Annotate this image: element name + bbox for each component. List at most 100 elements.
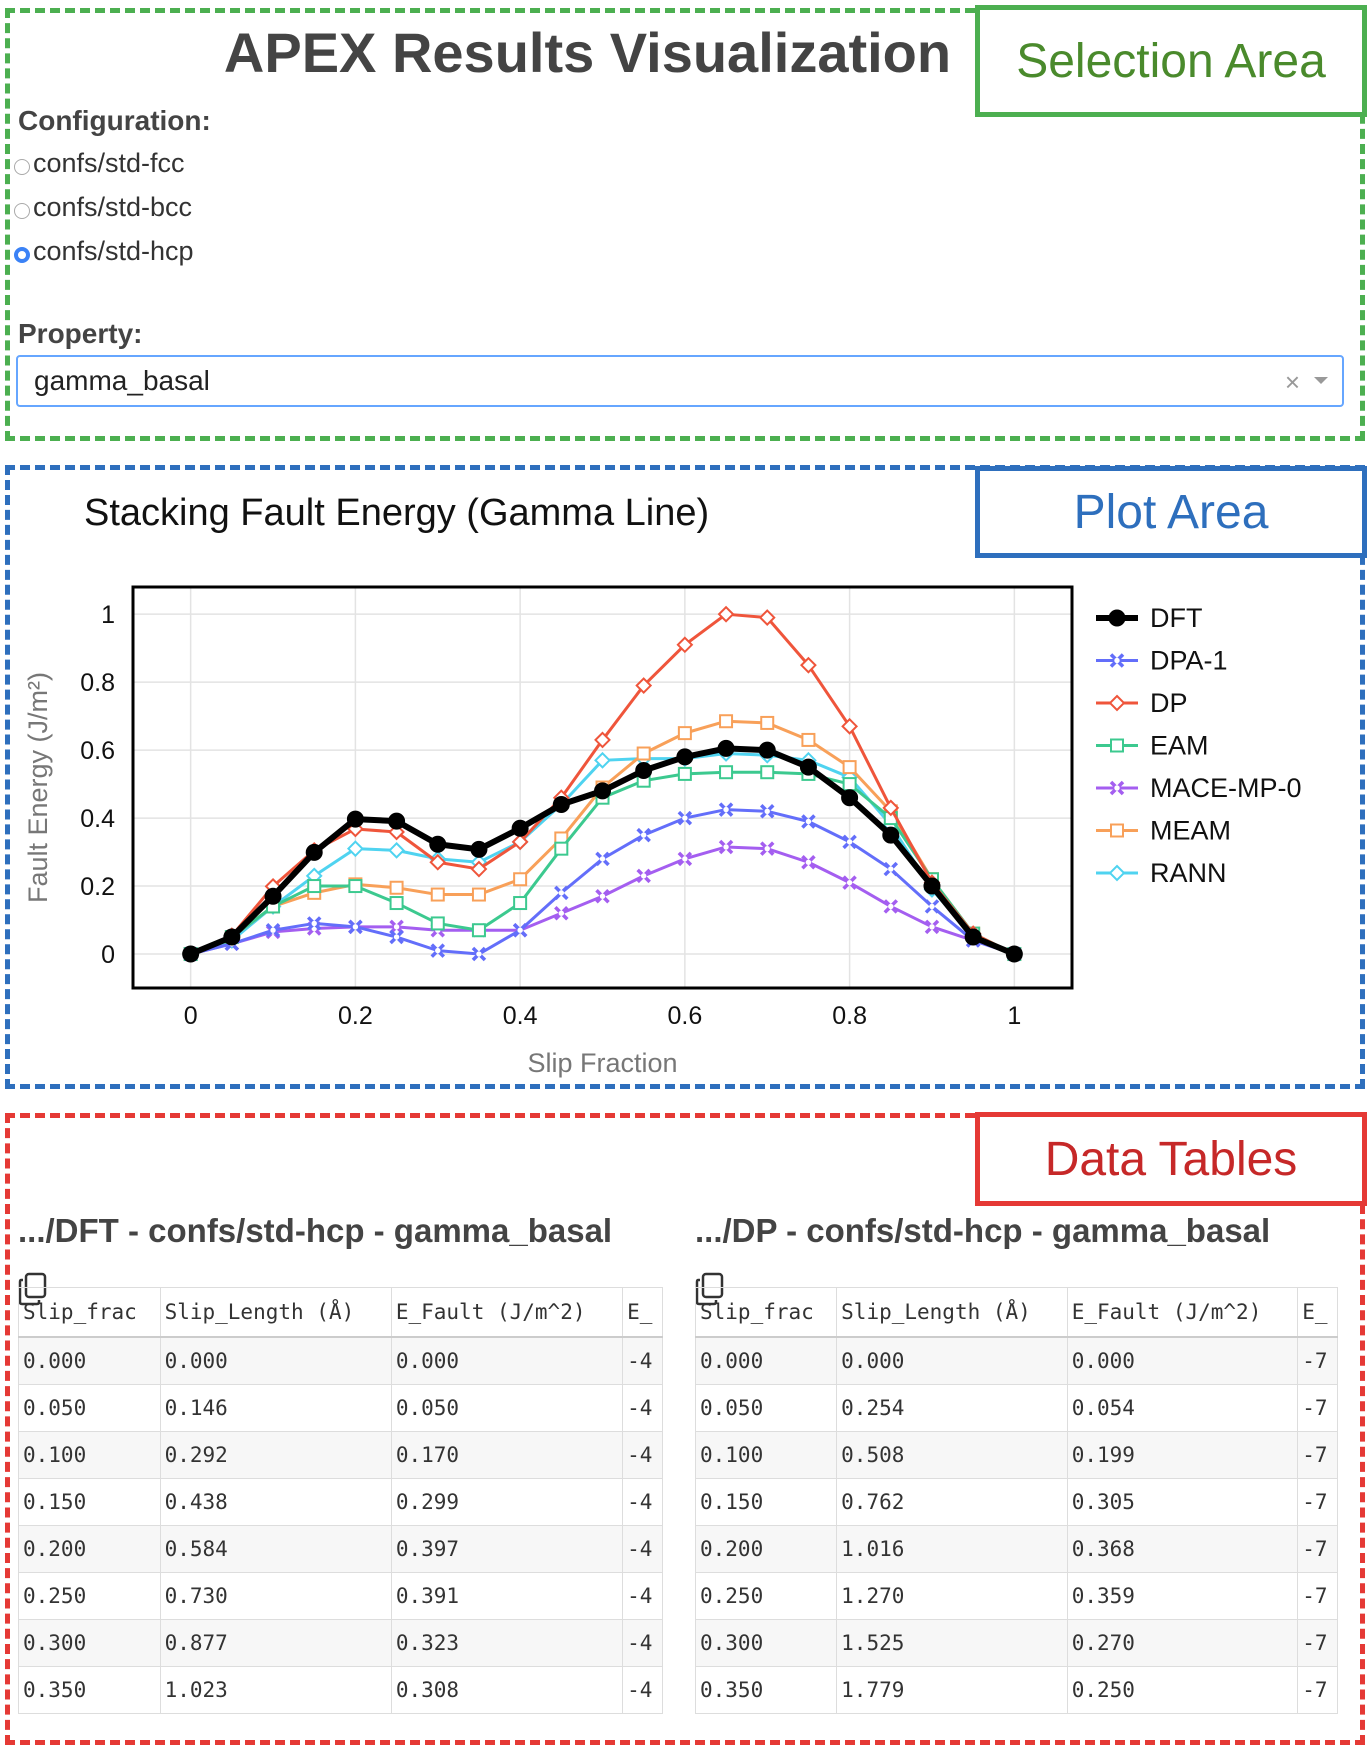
table-cell: 0.391 [390,1572,624,1620]
y-tick-label: 0 [101,941,115,969]
x-marker-center [476,951,482,957]
x-marker-center [558,890,565,896]
table-cell: 0.000 [695,1336,838,1385]
table-row: 0.050 0.146 0.050 -4 [18,1384,663,1432]
table-row: 0.050 0.254 0.054 -7 [695,1384,1338,1432]
column-header[interactable]: E_Fault (J/m^2) [1066,1287,1299,1338]
data-point [882,799,900,817]
radio-button[interactable] [14,202,30,219]
x-tick-label: 0.6 [667,1002,702,1030]
legend-marker [1108,694,1126,712]
data-point [306,916,322,931]
x-marker-center [846,879,853,886]
radio-button-selected[interactable] [14,246,30,263]
radio-label: confs/std-fcc [33,148,185,178]
data-point [513,872,528,887]
data-point [759,804,775,819]
data-point [346,810,364,828]
radio-option-fcc[interactable]: confs/std-fcc [14,148,185,179]
data-point [265,922,281,938]
table-cell: 0.050 [18,1384,161,1432]
table-cell: 0.323 [390,1619,624,1667]
table-cell: -7 [1297,1619,1338,1667]
table-cell: 0.100 [18,1431,161,1479]
chevron-down-icon[interactable] [1314,377,1328,384]
radio-option-hcp[interactable]: confs/std-hcp [14,236,194,267]
data-point [264,887,282,905]
x-marker-center [517,927,523,933]
table-cell: 1.779 [836,1666,1068,1714]
radio-option-bcc[interactable]: confs/std-bcc [14,192,192,223]
column-header[interactable]: Slip_Length (Å) [159,1287,392,1338]
data-point [717,739,735,757]
data-point [470,860,488,878]
data-point [635,677,653,694]
column-header[interactable]: Slip_Length (Å) [836,1287,1068,1338]
table-cell: 0.250 [695,1572,838,1620]
x-marker-center [352,924,359,930]
property-dropdown[interactable]: gamma_basal × [16,355,1344,407]
data-point [842,875,857,890]
data-table-dft-wrapper[interactable]: Slip_frac Slip_Length (Å) E_Fault (J/m^2) E… [18,1287,663,1737]
table-cell: 0.250 [1066,1666,1299,1714]
data-point [430,887,445,902]
table-cell: 1.016 [836,1525,1068,1573]
legend-label: MEAM [1150,816,1231,846]
radio-label: confs/std-hcp [33,236,194,266]
data-point [801,855,816,870]
column-header[interactable]: E_ [1297,1287,1338,1338]
column-header[interactable]: E_ [622,1287,663,1338]
x-axis-label: Slip Fraction [527,1048,677,1078]
data-point [676,748,694,766]
data-point [636,746,651,761]
table-cell: -7 [1297,1431,1338,1479]
table-cell: 0.054 [1066,1384,1299,1432]
table-title-dft: .../DFT - confs/std-hcp - gamma_basal [18,1212,613,1249]
radio-button[interactable] [14,158,30,175]
table-cell: -4 [622,1478,663,1526]
clear-icon[interactable]: × [1284,367,1300,397]
data-point [182,945,200,963]
legend-label: MACE-MP-0 [1150,773,1302,803]
table-cell: 0.308 [390,1666,624,1714]
x-marker-center [723,806,729,813]
legend-label: EAM [1150,731,1209,761]
table-row: 0.150 0.438 0.299 -4 [18,1478,663,1526]
data-point [1005,945,1023,963]
data-point [429,835,447,853]
data-point [677,810,693,826]
column-header[interactable]: Slip_frac [695,1287,838,1338]
data-point [964,928,982,946]
x-marker-center [888,903,894,910]
data-point [511,819,529,837]
data-table-dp-wrapper[interactable]: Slip_frac Slip_Length (Å) E_Fault (J/m^2) E… [695,1287,1338,1737]
data-point [758,741,776,759]
table-cell: 0.730 [159,1572,392,1620]
table-cell: -7 [1297,1572,1338,1620]
data-point [883,899,899,914]
data-point [635,762,653,780]
legend-label: DP [1150,688,1188,718]
data-point [636,827,651,843]
legend-marker [1110,738,1124,753]
data-point [760,715,775,730]
table-header-row: Slip_frac Slip_Length (Å) E_Fault (J/m^2) E… [18,1287,663,1338]
table-row: 0.300 0.877 0.323 -4 [18,1619,663,1667]
column-header[interactable]: Slip_frac [18,1287,161,1338]
y-axis-label: Fault Energy (J/m²) [23,672,53,903]
table-cell: -4 [622,1384,663,1432]
table-cell: 0.350 [695,1666,838,1714]
x-marker-center [764,845,770,852]
plot-area [5,465,1365,1089]
table-cell: 0.000 [1066,1336,1299,1385]
selection-area-label: Selection Area [975,5,1367,117]
column-header[interactable]: E_Fault (J/m^2) [390,1287,624,1338]
data-point [346,840,364,858]
gamma-line-chart: Stacking Fault Energy (Gamma Line) 0 0.2 0.… [23,492,1302,1078]
table-cell: -4 [622,1431,663,1479]
table-cell: 0.438 [159,1478,392,1526]
table-cell: -7 [1297,1336,1338,1385]
data-point [718,802,734,817]
data-point [676,636,694,654]
data-point [430,943,446,958]
